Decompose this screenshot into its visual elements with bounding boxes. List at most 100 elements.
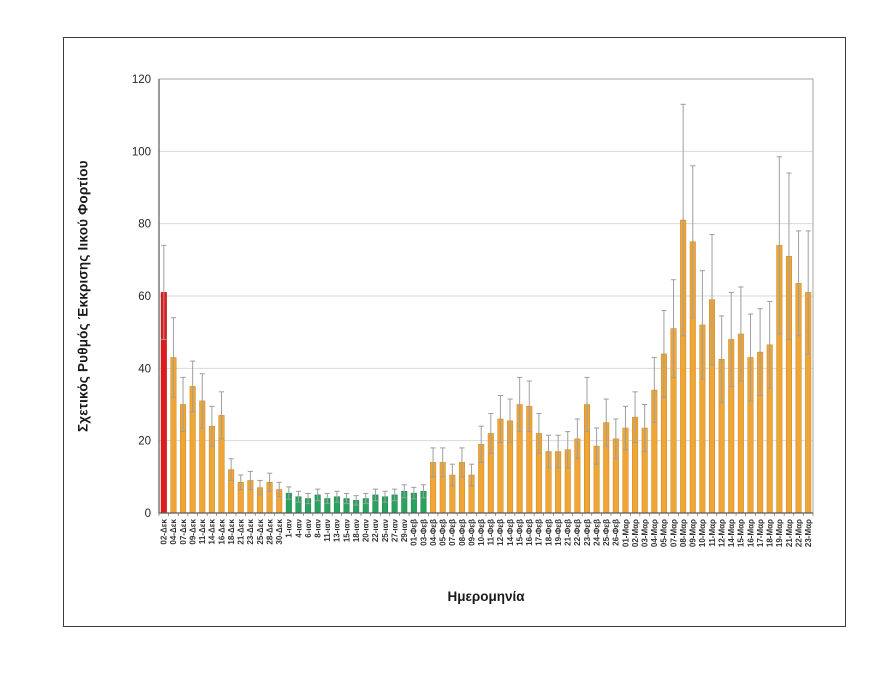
error-bar-10-Φεβ (478, 425, 484, 463)
error-bar-20-ιαν (363, 492, 369, 505)
error-bar-29-ιαν (401, 484, 407, 499)
error-bar-21-Δεκ (238, 474, 244, 490)
x-tick-label: 02-Δεκ (160, 518, 169, 544)
error-bar-05-Φεβ (440, 447, 446, 478)
x-tick-label: 29-ιαν (400, 518, 409, 542)
x-tick-label: 19-Μαρ (775, 519, 784, 547)
error-bar-07-Φεβ (449, 463, 455, 487)
x-tick-label: 12-Φεβ (496, 519, 505, 546)
x-tick-label: 4-ιαν (294, 518, 303, 537)
x-tick-label: 05-Φεβ (439, 519, 448, 546)
error-bar-14-Δεκ (209, 405, 215, 447)
error-bar-07-Δεκ (180, 376, 186, 433)
x-tick-label: 23-Δεκ (246, 518, 255, 544)
error-bar-12-Μαρ (719, 315, 725, 404)
error-bar-18-Δεκ (228, 458, 234, 481)
error-bar-18-Φεβ (545, 434, 552, 469)
error-bar-05-Μαρ (661, 309, 667, 398)
x-tick-label: 20-ιαν (362, 518, 371, 542)
error-bar-30-Δεκ (276, 481, 282, 498)
x-tick-label: 08-Φεβ (458, 519, 467, 546)
x-tick-label: 14-Δεκ (208, 518, 217, 544)
x-tick-label: 10-Φεβ (477, 519, 486, 546)
error-bar-15-ιαν (343, 492, 350, 505)
error-bar-21-Φεβ (565, 431, 571, 469)
error-bar-14-Φεβ (507, 398, 513, 443)
x-tick-label: 07-Φεβ (448, 519, 457, 546)
x-tick-label: 04-Δεκ (169, 518, 178, 544)
error-bar-09-Δεκ (190, 360, 196, 413)
error-bar-01-Φεβ (411, 486, 417, 500)
x-tick-label: 05-Μαρ (660, 519, 669, 547)
y-tick-label: 60 (138, 291, 151, 303)
error-bar-08-Μαρ (680, 103, 686, 337)
chart-frame: Σχετικός Ρυθμός Έκκρισης Ιικού Φορτίου 0… (63, 37, 846, 627)
x-tick-label: 07-Μαρ (669, 519, 678, 547)
x-tick-label: 22-ιαν (371, 518, 380, 542)
x-tick-label: 15-Μαρ (737, 519, 746, 547)
x-tick-label: 18-Μαρ (766, 519, 775, 547)
x-tick-label: 11-ιαν (323, 518, 332, 541)
error-bar-11-Φεβ (488, 413, 494, 454)
y-tick-label: 0 (145, 508, 151, 520)
error-bar-22-Φεβ (574, 418, 580, 460)
error-bar-25-Φεβ (603, 398, 609, 447)
x-tick-label: 10-Μαρ (698, 519, 707, 547)
x-tick-label: 8-ιαν (313, 518, 322, 537)
error-bar-09-Μαρ (690, 165, 696, 319)
x-tick-label: 19-Φεβ (554, 519, 563, 546)
x-tick-label: 12-Μαρ (717, 519, 726, 547)
x-tick-label: 16-Φεβ (525, 519, 534, 546)
x-tick-label: 15-ιαν (342, 518, 351, 542)
error-bar-28-Δεκ (267, 472, 273, 492)
error-bar-23-Φεβ (584, 376, 590, 433)
x-tick-label: 30-Δεκ (275, 518, 284, 544)
x-tick-label: 03-Φεβ (419, 519, 428, 546)
x-tick-label: 07-Δεκ (179, 518, 188, 544)
x-tick-label: 15-Φεβ (515, 519, 524, 546)
error-bar-04-Φεβ (430, 447, 436, 478)
x-tick-label: 03-Μαρ (640, 519, 649, 547)
x-tick-label: 21-Μαρ (785, 519, 794, 547)
error-bar-11-Δεκ (199, 373, 205, 429)
x-tick-label: 23-Φεβ (583, 519, 592, 546)
x-tick-label: 24-Φεβ (592, 519, 601, 546)
x-tick-label: 11-Μαρ (708, 519, 717, 547)
x-tick-label: 04-Φεβ (429, 519, 438, 546)
x-axis-title: Ημερομηνία (447, 589, 525, 604)
x-tick-label: 21-Φεβ (564, 519, 573, 546)
error-bar-16-Μαρ (747, 313, 754, 402)
x-tick-label: 04-Μαρ (650, 519, 659, 547)
error-bar-09-Φεβ (468, 463, 475, 487)
error-bar-12-Φεβ (497, 394, 504, 443)
error-bar-16-Δεκ (218, 391, 225, 440)
x-tick-label: 14-Φεβ (506, 519, 515, 546)
error-bar-27-ιαν (392, 488, 398, 502)
error-bar-23-Δεκ (247, 470, 253, 490)
error-bar-16-Φεβ (526, 380, 532, 433)
y-tick-label: 20 (138, 436, 151, 448)
error-bar-18-Μαρ (767, 300, 773, 389)
error-bar-15-Φεβ (517, 376, 523, 433)
error-bar-03-Μαρ (642, 404, 648, 453)
x-tick-label: 17-Μαρ (756, 519, 765, 547)
error-bar-25-ιαν (382, 490, 388, 503)
x-tick-label: 25-Δεκ (256, 518, 265, 544)
error-bar-02-Δεκ (161, 244, 167, 340)
error-bar-11-Μαρ (709, 234, 715, 366)
error-bar-4-ιαν (295, 490, 302, 503)
x-tick-label: 11-Δεκ (198, 518, 207, 544)
y-tick-label: 100 (132, 146, 151, 158)
error-bar-19-Μαρ (776, 156, 782, 335)
error-bar-01-Μαρ (622, 405, 629, 451)
x-tick-label: 17-Φεβ (535, 519, 544, 546)
x-tick-label: 26-Φεβ (612, 519, 621, 546)
y-tick-label: 80 (138, 219, 151, 231)
error-bar-19-Φεβ (555, 434, 561, 469)
x-tick-label: 6-ιαν (304, 518, 313, 537)
error-bar-15-Μαρ (738, 286, 744, 382)
x-tick-label: 02-Μαρ (631, 519, 640, 547)
x-tick-label: 18-ιαν (352, 518, 361, 542)
error-bar-26-Φεβ (613, 418, 619, 460)
